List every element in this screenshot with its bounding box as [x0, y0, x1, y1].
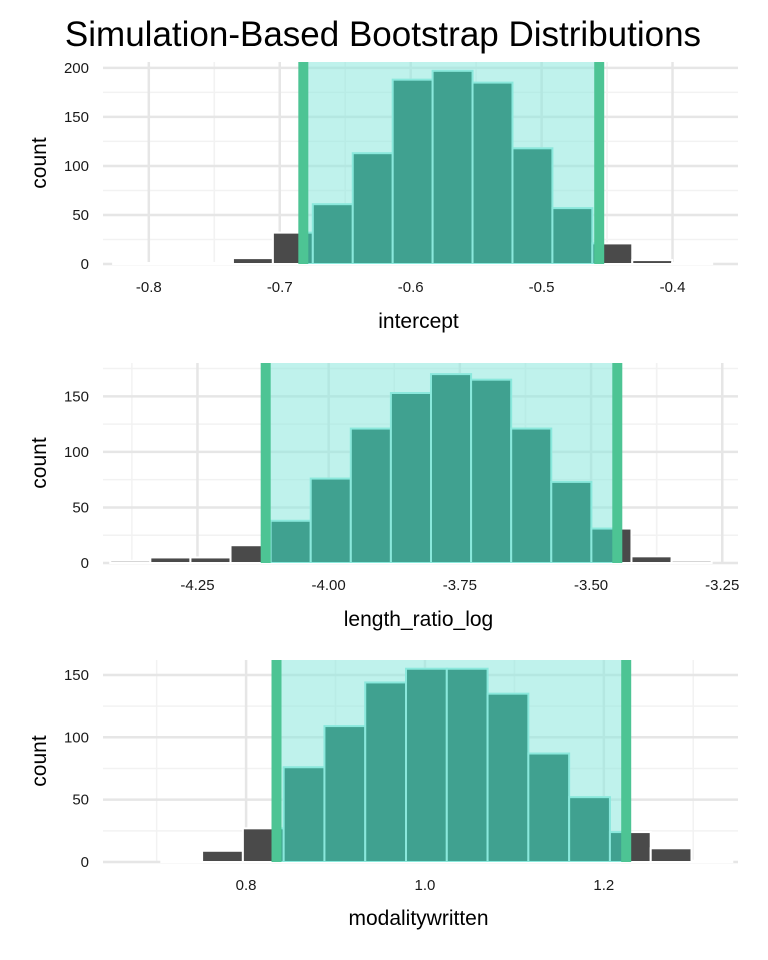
- tick-labels: -4.25 -4.00 -3.75 -3.50 -3.25 0 50 100 150: [64, 388, 739, 594]
- ci-histogram-bar: [445, 667, 489, 862]
- tick-labels: -0.8 -0.7 -0.6 -0.5 -0.4 0 50 100 150 200: [64, 60, 685, 296]
- ci-histogram-bar: [351, 152, 394, 264]
- histogram-bar: [160, 859, 204, 864]
- ci-histogram-bar: [471, 81, 514, 264]
- histogram-bar: [192, 262, 234, 265]
- y-tick-label: 150: [64, 109, 89, 126]
- y-tick-label: 100: [64, 444, 89, 461]
- histogram-bar: [152, 262, 195, 265]
- x-tick-label: -0.5: [529, 279, 555, 296]
- x-tick-label: -0.8: [136, 279, 162, 296]
- x-tick-label: -4.00: [312, 577, 346, 594]
- ci-histogram-bar: [431, 69, 474, 264]
- ci-histogram-bar: [269, 519, 312, 563]
- histogram-bar: [670, 559, 713, 564]
- histogram-bar: [631, 259, 674, 265]
- figure-title: Simulation-Based Bootstrap Distributions: [65, 15, 701, 54]
- panel-intercept: -0.8 -0.7 -0.6 -0.5 -0.4 0 50 100 150 200 intercep…: [28, 60, 738, 333]
- y-tick-label: 150: [64, 388, 89, 405]
- ci-histogram-bar: [511, 147, 554, 264]
- y-tick-label: 150: [64, 667, 89, 684]
- confidence-interval: [271, 660, 632, 862]
- ci-bars: [276, 667, 627, 862]
- ci-histogram-bar: [486, 692, 530, 862]
- confidence-interval: [260, 363, 623, 563]
- y-tick-label: 50: [72, 499, 89, 516]
- ci-histogram-bar: [470, 378, 513, 563]
- ci-histogram-bar: [550, 480, 593, 563]
- y-axis-label: count: [28, 137, 51, 189]
- y-tick-label: 0: [81, 854, 89, 871]
- x-tick-label: -0.7: [267, 279, 293, 296]
- x-tick-label: -3.75: [443, 577, 477, 594]
- y-tick-label: 200: [64, 60, 89, 77]
- y-tick-label: 100: [64, 729, 89, 746]
- x-tick-label: -3.50: [574, 577, 608, 594]
- ci-histogram-bar: [429, 373, 473, 563]
- histogram-bar: [149, 556, 192, 565]
- ci-histogram-bar: [364, 681, 408, 862]
- y-tick-label: 0: [81, 256, 89, 273]
- x-tick-label: 1.0: [415, 877, 436, 894]
- x-tick-label: 1.2: [593, 877, 614, 894]
- x-tick-label: -0.6: [398, 279, 424, 296]
- x-tick-label: 0.8: [236, 877, 257, 894]
- y-axis-label: count: [28, 437, 51, 489]
- ci-histogram-bar: [323, 725, 367, 862]
- histogram-bar: [690, 859, 734, 864]
- histogram-bar: [649, 847, 693, 863]
- ci-histogram-bar: [568, 796, 611, 862]
- ci-histogram-bar: [405, 667, 448, 862]
- histogram-bar: [630, 555, 673, 564]
- tick-labels: 0.8 1.0 1.2 0 50 100 150: [64, 667, 614, 894]
- histogram-bar: [189, 556, 232, 565]
- confidence-interval: [298, 62, 605, 264]
- y-axis-label: count: [28, 735, 51, 787]
- histogram-bar: [231, 257, 274, 266]
- ci-histogram-bar: [389, 392, 432, 563]
- x-axis-label: intercept: [378, 310, 459, 333]
- x-axis-label: length_ratio_log: [344, 608, 493, 631]
- ci-histogram-bar: [391, 78, 434, 264]
- panel-length-ratio-log: -4.25 -4.00 -3.75 -3.50 -3.25 0 50 100 150 length…: [28, 363, 739, 631]
- histogram-bar: [109, 559, 152, 564]
- x-tick-label: -4.25: [180, 577, 214, 594]
- panel-modalitywritten: 0.8 1.0 1.2 0 50 100 150 modalitywritten count: [28, 660, 738, 930]
- ci-histogram-bar: [527, 752, 571, 862]
- histogram-bar: [201, 849, 244, 863]
- ci-bars: [265, 373, 618, 563]
- x-tick-label: -0.4: [660, 279, 686, 296]
- y-tick-label: 0: [81, 555, 89, 572]
- histogram-bar: [112, 262, 155, 265]
- y-tick-label: 50: [72, 792, 89, 809]
- ci-histogram-bar: [551, 207, 594, 264]
- ci-histogram-bar: [309, 477, 352, 563]
- x-axis-label: modalitywritten: [348, 907, 488, 930]
- ci-histogram-bar: [510, 427, 553, 563]
- y-tick-label: 100: [64, 158, 89, 175]
- ci-histogram-bar: [311, 203, 354, 264]
- y-tick-label: 50: [72, 207, 89, 224]
- ci-bars: [303, 69, 600, 264]
- ci-histogram-bar: [282, 766, 326, 862]
- ci-histogram-bar: [349, 427, 392, 563]
- histogram-bar: [671, 262, 714, 265]
- x-tick-label: -3.25: [705, 577, 739, 594]
